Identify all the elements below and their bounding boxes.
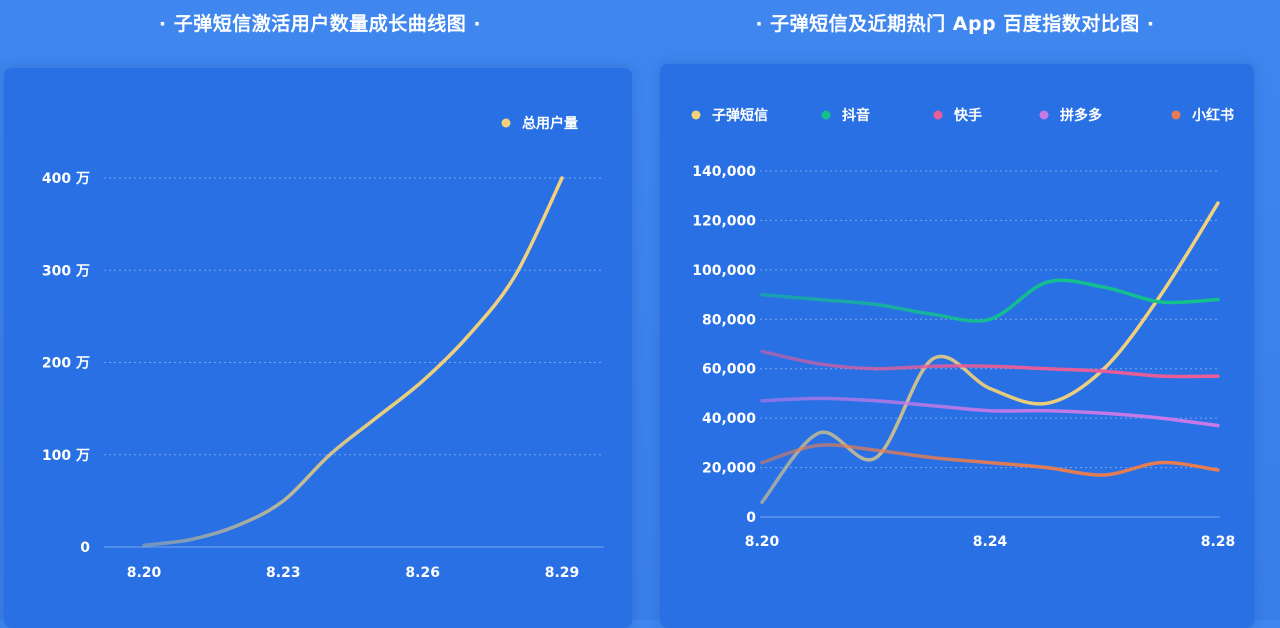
- y-tick-label: 140,000: [692, 164, 756, 180]
- baidu-index-panel: 0 20,000 40,000 60,000 80,000 100,000 120,000 1…: [660, 64, 1254, 628]
- legend-label: 子弹短信: [712, 107, 768, 124]
- legend-marker: [933, 110, 943, 120]
- legend-marker: [821, 110, 831, 120]
- series-line-3: [760, 396, 1220, 428]
- series-line-4: [760, 443, 1220, 477]
- x-tick-label: 8.29: [545, 565, 580, 581]
- legend-label: 总用户量: [522, 115, 578, 132]
- y-tick-label: 60,000: [702, 362, 756, 378]
- legend-label: 快手: [954, 107, 982, 124]
- y-tick-label: 400 万: [42, 171, 90, 187]
- x-tick-label: 8.28: [1201, 534, 1236, 550]
- y-tick-label: 100 万: [42, 448, 90, 464]
- series-line-2: [760, 349, 1220, 379]
- x-tick-label: 8.20: [127, 565, 162, 581]
- series-line-0: [760, 201, 1220, 504]
- y-tick-label: 20,000: [702, 461, 756, 477]
- series-line-0: [142, 176, 564, 547]
- x-tick-label: 8.23: [266, 565, 301, 581]
- right-chart-title: · 子弹短信及近期热门 App 百度指数对比图 ·: [755, 13, 1155, 35]
- user-growth-panel: 0 100 万 200 万 300 万 400 万 8.20 8.23 8.26 8.29 总用户…: [4, 68, 632, 628]
- left-chart-title: · 子弹短信激活用户数量成长曲线图 ·: [158, 13, 482, 35]
- y-tick-label: 0: [746, 510, 756, 526]
- x-tick-label: 8.20: [745, 534, 780, 550]
- y-tick-label: 40,000: [702, 411, 756, 427]
- y-tick-label: 300 万: [42, 263, 90, 279]
- legend-marker: [691, 110, 701, 120]
- y-tick-label: 100,000: [692, 263, 756, 279]
- baidu-index-chart: 0 20,000 40,000 60,000 80,000 100,000 120,000 1…: [691, 107, 1236, 550]
- y-tick-label: 0: [80, 540, 90, 556]
- x-tick-label: 8.26: [405, 565, 440, 581]
- legend-label: 拼多多: [1060, 107, 1102, 124]
- x-tick-label: 8.24: [973, 534, 1008, 550]
- y-tick-label: 200 万: [42, 356, 90, 372]
- legend-marker: [501, 118, 511, 128]
- legend-marker: [1171, 110, 1181, 120]
- legend-label: 小红书: [1192, 107, 1234, 124]
- user-growth-chart: 0 100 万 200 万 300 万 400 万 8.20 8.23 8.26 8.29 总用户…: [42, 115, 604, 581]
- legend-marker: [1039, 110, 1049, 120]
- legend-label: 抖音: [842, 107, 870, 124]
- series-line-1: [760, 278, 1220, 323]
- y-tick-label: 80,000: [702, 312, 756, 328]
- y-tick-label: 120,000: [692, 213, 756, 229]
